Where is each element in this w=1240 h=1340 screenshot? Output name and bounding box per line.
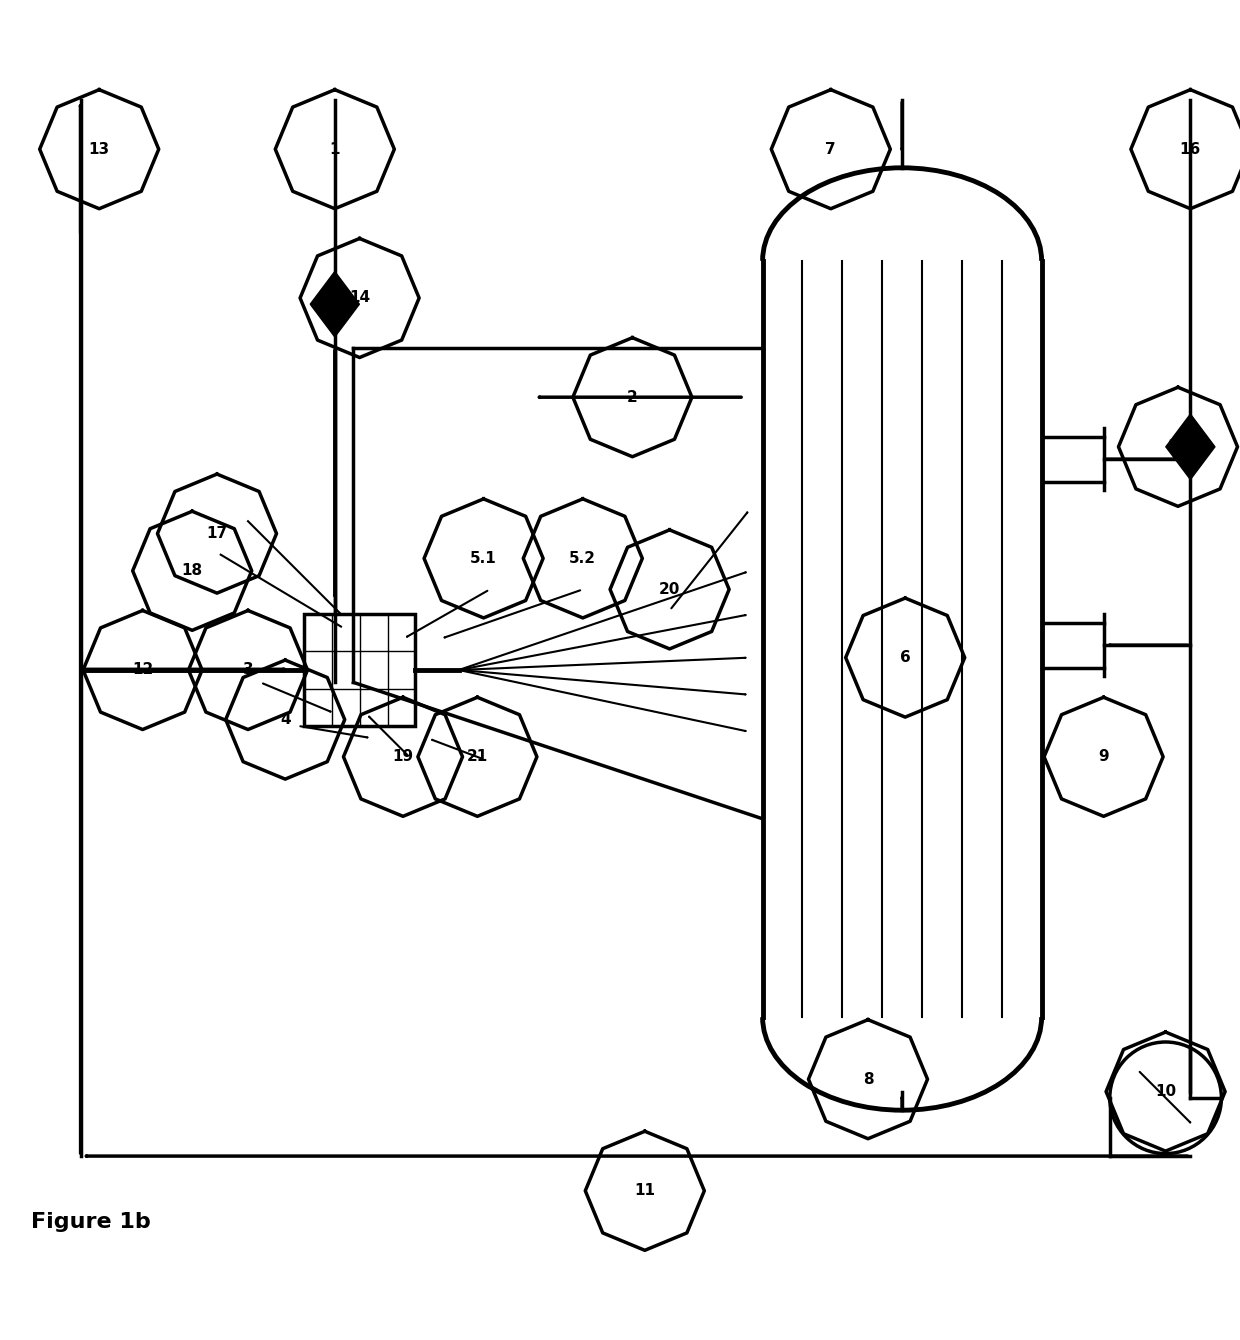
Text: 1: 1 xyxy=(330,142,340,157)
Text: 16: 16 xyxy=(1179,142,1202,157)
Text: 6: 6 xyxy=(900,650,910,665)
Text: 5.1: 5.1 xyxy=(470,551,497,565)
Text: 13: 13 xyxy=(88,142,110,157)
Text: 3: 3 xyxy=(243,662,253,678)
Text: 9: 9 xyxy=(1099,749,1109,764)
Text: 17: 17 xyxy=(206,527,228,541)
Text: 12: 12 xyxy=(131,662,154,678)
Text: 20: 20 xyxy=(658,582,681,596)
Polygon shape xyxy=(310,272,360,304)
Text: 15: 15 xyxy=(1167,440,1189,454)
Text: 5.2: 5.2 xyxy=(569,551,596,565)
Text: 8: 8 xyxy=(863,1072,873,1087)
Text: 14: 14 xyxy=(348,291,371,306)
Text: 21: 21 xyxy=(466,749,489,764)
Text: 2: 2 xyxy=(627,390,637,405)
Text: 4: 4 xyxy=(280,712,290,728)
Polygon shape xyxy=(1166,446,1215,480)
Text: Figure 1b: Figure 1b xyxy=(31,1211,151,1231)
Text: 10: 10 xyxy=(1154,1084,1177,1099)
Polygon shape xyxy=(1166,414,1215,446)
Text: 11: 11 xyxy=(635,1183,655,1198)
Text: 18: 18 xyxy=(181,563,203,579)
Polygon shape xyxy=(310,304,360,336)
Text: 7: 7 xyxy=(826,142,836,157)
Text: 19: 19 xyxy=(392,749,414,764)
Bar xyxy=(304,614,415,726)
